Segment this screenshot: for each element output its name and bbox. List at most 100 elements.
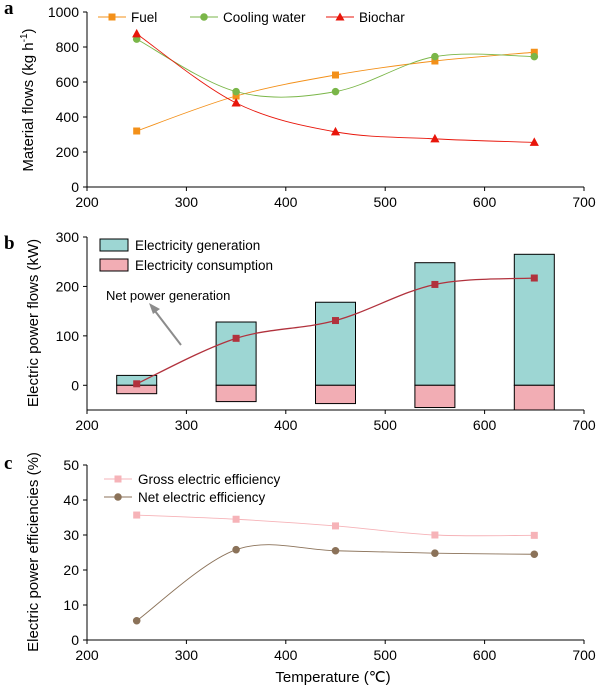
panel-letter-c: c bbox=[4, 453, 12, 474]
point-net-power-generation bbox=[133, 380, 141, 388]
annotation-arrow-shaft bbox=[154, 310, 182, 346]
point-net-power-generation bbox=[332, 317, 339, 325]
bar-electricity-consumption bbox=[215, 384, 257, 403]
legend-swatch-electricity-generation bbox=[99, 238, 129, 252]
panel-a-y-tick-label: 800 bbox=[56, 39, 80, 55]
panel-b-legend: Electricity generation Electricity consu… bbox=[99, 238, 273, 273]
panel-b-y-tick-label: 200 bbox=[56, 278, 80, 294]
panel-c-y-tick-label: 50 bbox=[63, 457, 79, 473]
panel-c-x-tick-label: 500 bbox=[374, 647, 398, 663]
legend-item-electricity-generation: Electricity generation bbox=[99, 238, 260, 253]
panel-b-y-tick-label: 300 bbox=[56, 229, 80, 245]
panel-a-y-axis-title: Material flows (kg h-1) bbox=[19, 28, 37, 171]
panel-b-x-tick-label: 300 bbox=[175, 417, 199, 433]
panel-a-x-tick-label: 600 bbox=[473, 194, 497, 210]
legend-item-biochar: Biochar bbox=[326, 10, 405, 25]
bar-electricity-consumption bbox=[315, 384, 356, 405]
point-gross-electric-efficiency bbox=[431, 531, 439, 539]
legend-item-fuel: Fuel bbox=[98, 10, 157, 25]
panel-c-legend: Gross electric efficiency Net electric e… bbox=[104, 472, 281, 505]
point-fuel bbox=[431, 57, 439, 65]
legend-item-cooling-water: Cooling water bbox=[190, 10, 306, 25]
annotation-net-power-generation: Net power generation bbox=[106, 288, 230, 303]
panel-c-y-tick-label: 20 bbox=[63, 562, 79, 578]
panel-b-y-tick-label: 0 bbox=[71, 377, 79, 393]
panel-b-y-axis-title: Electric power flows (kW) bbox=[25, 239, 42, 407]
point-cooling-water bbox=[431, 52, 439, 61]
panel-a-x-tick-label: 500 bbox=[374, 194, 398, 210]
legend-swatch-electricity-consumption bbox=[99, 258, 129, 272]
panel-c-y-tick-label: 40 bbox=[63, 492, 79, 508]
panel-c-x-axis-title: Temperature (℃) bbox=[275, 669, 390, 685]
bar-electricity-generation bbox=[513, 253, 555, 386]
panel-c-y-tick-label: 10 bbox=[63, 597, 79, 613]
point-net-electric-efficiency bbox=[232, 545, 240, 554]
point-biochar bbox=[430, 133, 440, 143]
panel-c-x-tick-label: 600 bbox=[473, 647, 497, 663]
bar-electricity-consumption bbox=[513, 384, 555, 411]
panel-letter-a: a bbox=[4, 0, 14, 19]
legend-label-gross-electric-efficiency: Gross electric efficiency bbox=[138, 472, 281, 487]
panel-b-plot-area: 200 300 400 500 600 700 0 100 200 300 bbox=[56, 229, 596, 433]
annotation-arrow-head bbox=[149, 303, 160, 314]
panel-a-y-tick-label: 600 bbox=[56, 74, 80, 90]
point-net-power-generation bbox=[530, 274, 538, 282]
panel-a-y-tick-label: 1000 bbox=[48, 4, 79, 20]
panel-a-x-tick-label: 300 bbox=[175, 194, 199, 210]
panel-c-y-tick-label: 0 bbox=[71, 632, 79, 648]
line-net-electric-efficiency bbox=[136, 544, 535, 622]
panel-a-y-tick-label: 200 bbox=[56, 144, 80, 160]
panel-c-x-tick-label: 400 bbox=[274, 647, 298, 663]
legend-label-net-electric-efficiency: Net electric efficiency bbox=[138, 490, 266, 505]
point-cooling-water bbox=[331, 87, 340, 96]
point-gross-electric-efficiency bbox=[332, 522, 339, 530]
panel-c-y-axis-title: Electric power efficiencies (%) bbox=[25, 452, 42, 652]
legend-label-fuel: Fuel bbox=[131, 10, 157, 25]
point-fuel bbox=[232, 92, 240, 100]
panel-b-x-tick-label: 700 bbox=[572, 417, 596, 433]
point-net-power-generation bbox=[431, 280, 439, 288]
panel-b-x-tick-label: 500 bbox=[374, 417, 398, 433]
panel-c-y-tick-label: 30 bbox=[63, 527, 79, 543]
point-biochar bbox=[330, 126, 341, 136]
point-net-electric-efficiency bbox=[431, 549, 439, 557]
panel-b: b 200 300 400 500 600 700 0 100 200 300 Electric … bbox=[4, 229, 596, 433]
point-gross-electric-efficiency bbox=[530, 531, 538, 539]
legend-marker-fuel bbox=[108, 13, 116, 21]
legend-marker-biochar bbox=[335, 12, 345, 21]
point-gross-electric-efficiency bbox=[133, 511, 141, 519]
legend-label-biochar: Biochar bbox=[359, 10, 405, 25]
panel-a-x-tick-label: 400 bbox=[274, 194, 298, 210]
panel-c-x-tick-label: 200 bbox=[75, 647, 99, 663]
legend-marker-cooling-water bbox=[200, 13, 208, 21]
point-net-power-generation bbox=[232, 334, 240, 342]
point-net-electric-efficiency bbox=[530, 550, 539, 559]
panel-a-y-tick-label: 0 bbox=[71, 179, 79, 195]
point-fuel bbox=[332, 71, 339, 79]
line-biochar bbox=[136, 33, 535, 143]
point-fuel bbox=[530, 48, 538, 56]
panel-c-plot-area: 200 300 400 500 600 700 0 10 20 30 40 50 bbox=[63, 457, 595, 663]
panel-b-x-tick-label: 600 bbox=[473, 417, 497, 433]
point-biochar bbox=[231, 98, 241, 107]
point-net-electric-efficiency bbox=[132, 616, 141, 625]
bar-electricity-generation bbox=[315, 301, 356, 386]
panel-b-y-tick-label: 100 bbox=[56, 328, 80, 344]
legend-item-net-electric-efficiency: Net electric efficiency bbox=[104, 490, 266, 505]
bar-electricity-generation bbox=[215, 321, 257, 386]
panel-b-x-tick-label: 400 bbox=[274, 417, 298, 433]
net-power-annotation: Net power generation bbox=[106, 288, 230, 346]
point-cooling-water bbox=[530, 52, 539, 61]
point-biochar bbox=[132, 28, 142, 38]
legend-marker-gross-electric-efficiency bbox=[114, 475, 122, 483]
point-gross-electric-efficiency bbox=[232, 515, 240, 523]
panel-letter-b: b bbox=[4, 233, 15, 254]
panel-b-x-tick-label: 200 bbox=[75, 417, 99, 433]
panel-a-y-tick-label: 400 bbox=[56, 109, 80, 125]
panel-a-legend: Fuel Cooling water Biochar bbox=[98, 10, 405, 25]
panel-c: c 200 300 400 500 600 700 0 10 20 30 40 50 Electric… bbox=[4, 452, 596, 685]
panel-c-x-tick-label: 700 bbox=[572, 647, 596, 663]
